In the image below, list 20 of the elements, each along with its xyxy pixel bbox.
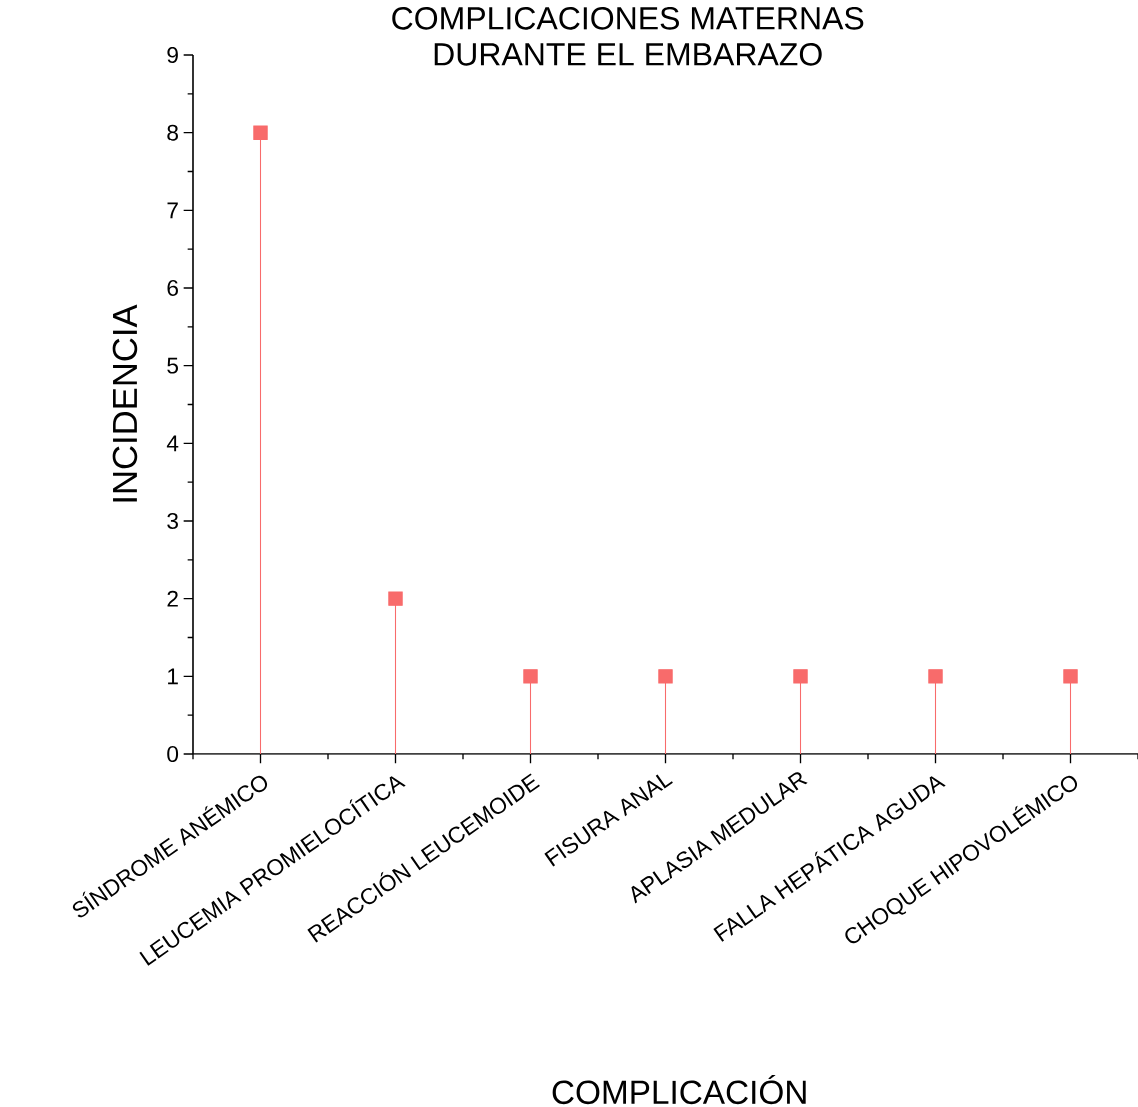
point (523, 669, 538, 684)
x-axis-title: COMPLICACIÓN (552, 1074, 806, 1105)
y-tick-label: 1 (168, 668, 178, 685)
y-tick-label: 7 (167, 202, 178, 219)
point (388, 591, 403, 606)
y-tick-label: 5 (167, 357, 178, 374)
chart-title: COMPLICACIONES MATERNAS DURANTE EL EMBARAZO (392, 7, 864, 66)
y-tick-label: 9 (167, 46, 178, 64)
y-axis-title: INCIDENCIA (112, 304, 138, 502)
point (658, 669, 673, 684)
point (253, 125, 268, 140)
point (793, 669, 808, 684)
y-tick-label: 3 (167, 512, 178, 530)
point (1063, 669, 1078, 684)
y-tick-label: 2 (167, 590, 178, 607)
y-tick-label: 4 (166, 435, 179, 452)
y-tick-label: 8 (167, 124, 178, 141)
y-tick-label: 6 (167, 279, 178, 297)
point (928, 669, 943, 684)
y-tick-label: 0 (167, 745, 179, 763)
